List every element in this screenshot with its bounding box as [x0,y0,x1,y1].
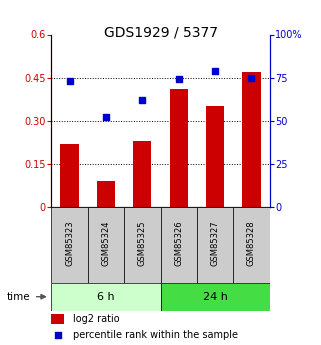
Bar [88,207,124,283]
Point [140,97,145,103]
Text: percentile rank within the sample: percentile rank within the sample [73,330,238,340]
Text: GSM85328: GSM85328 [247,220,256,266]
Text: GDS1929 / 5377: GDS1929 / 5377 [103,26,218,40]
Bar [160,283,270,310]
Point [55,332,60,338]
Bar [51,314,65,324]
Text: time: time [6,292,30,302]
Point [249,75,254,80]
Bar [124,207,160,283]
Bar [51,283,160,310]
Bar [97,181,115,207]
Bar [169,89,188,207]
Point [213,68,218,73]
Text: GSM85325: GSM85325 [138,221,147,266]
Bar [160,207,197,283]
Point [103,115,108,120]
Text: 24 h: 24 h [203,292,228,302]
Bar [60,144,79,207]
Point [176,77,181,82]
Text: GSM85323: GSM85323 [65,220,74,266]
Text: GSM85324: GSM85324 [101,221,110,266]
Text: GSM85327: GSM85327 [211,220,220,266]
Text: GSM85326: GSM85326 [174,220,183,266]
Bar [51,207,88,283]
Text: log2 ratio: log2 ratio [73,314,120,324]
Point [67,78,72,84]
Bar [133,141,152,207]
Bar [233,207,270,283]
Bar [242,72,261,207]
Text: 6 h: 6 h [97,292,115,302]
Bar [197,207,233,283]
Bar [206,106,224,207]
